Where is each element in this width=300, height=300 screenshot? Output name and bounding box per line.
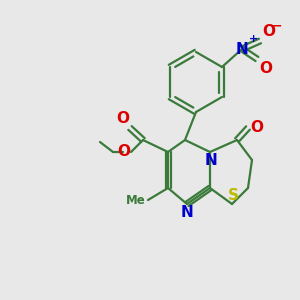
Text: −: − xyxy=(272,20,283,33)
Text: N: N xyxy=(236,41,248,56)
Text: N: N xyxy=(205,153,218,168)
Text: O: O xyxy=(262,24,275,39)
Text: N: N xyxy=(181,205,194,220)
Text: Me: Me xyxy=(126,194,146,208)
Text: O: O xyxy=(117,145,130,160)
Text: +: + xyxy=(249,34,258,44)
Text: S: S xyxy=(227,188,239,203)
Text: O: O xyxy=(259,61,272,76)
Text: O: O xyxy=(250,119,263,134)
Text: O: O xyxy=(116,111,129,126)
